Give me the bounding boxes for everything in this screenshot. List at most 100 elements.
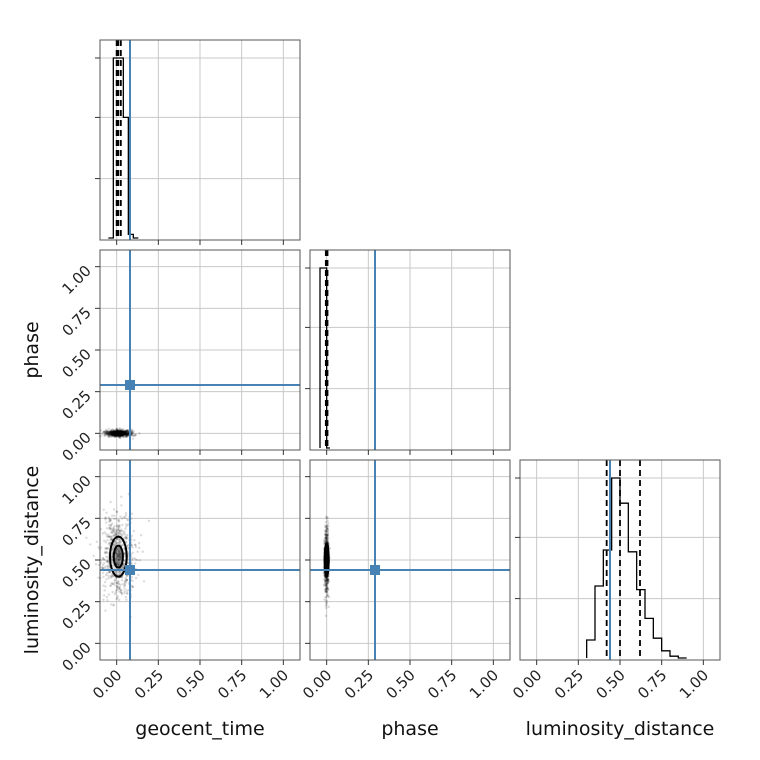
- sample-point: [324, 584, 328, 587]
- sample-point: [116, 432, 119, 435]
- sample-point: [113, 435, 117, 439]
- sample-point: [325, 557, 329, 561]
- x-tick-label: 1.00: [676, 666, 712, 702]
- sample-point: [325, 590, 329, 594]
- sample-point: [134, 576, 138, 580]
- sample-point: [326, 594, 330, 598]
- sample-point: [101, 431, 104, 435]
- sample-point: [114, 571, 117, 574]
- sample-point: [104, 573, 108, 577]
- sample-point: [126, 431, 129, 434]
- sample-point: [106, 432, 110, 435]
- sample-point: [325, 603, 328, 606]
- sample-point: [115, 561, 118, 565]
- sample-point: [326, 530, 329, 533]
- sample-point: [104, 432, 107, 436]
- sample-point: [109, 429, 113, 432]
- sample-point: [324, 530, 328, 533]
- sample-point: [103, 430, 106, 434]
- sample-point: [97, 576, 100, 579]
- sample-point: [141, 550, 144, 553]
- sample-point: [110, 575, 113, 578]
- sample-point: [118, 550, 121, 553]
- sample-point: [125, 435, 129, 439]
- sample-point: [118, 526, 121, 529]
- sample-point: [105, 578, 108, 581]
- sample-point: [326, 582, 329, 586]
- sample-point: [119, 583, 123, 586]
- sample-point: [106, 539, 109, 542]
- sample-point: [106, 432, 109, 435]
- sample-point: [122, 585, 126, 588]
- contour: [323, 549, 330, 571]
- sample-point: [124, 535, 128, 538]
- sample-point: [326, 577, 329, 580]
- sample-point: [101, 571, 105, 575]
- sample-point: [127, 433, 130, 437]
- x-tick-label: 0.00: [89, 666, 125, 702]
- sample-point: [107, 577, 111, 580]
- sample-point: [327, 524, 330, 528]
- sample-point: [325, 524, 328, 528]
- sample-point: [324, 578, 328, 582]
- x-tick-label: 0.75: [634, 666, 670, 702]
- sample-point: [147, 519, 151, 523]
- sample-point: [105, 560, 109, 563]
- sample-point: [107, 431, 110, 434]
- sample-point: [106, 434, 110, 437]
- sample-point: [107, 435, 110, 438]
- sample-point: [103, 531, 106, 534]
- sample-point: [120, 578, 124, 582]
- sample-point: [102, 430, 105, 433]
- sample-point: [118, 431, 121, 435]
- sample-point: [117, 541, 121, 544]
- sample-point: [106, 430, 110, 433]
- sample-point: [134, 433, 137, 437]
- sample-point: [113, 534, 116, 537]
- sample-point: [117, 582, 121, 586]
- sample-point: [106, 434, 109, 437]
- sample-point: [113, 578, 117, 582]
- sample-point: [115, 432, 119, 435]
- sample-point: [113, 592, 117, 596]
- sample-point: [117, 431, 120, 435]
- sample-point: [324, 537, 327, 540]
- sample-point: [104, 541, 108, 544]
- sample-point: [126, 430, 130, 433]
- sample-point: [104, 585, 107, 588]
- sample-point: [108, 435, 111, 438]
- sample-point: [108, 432, 111, 435]
- sample-point: [326, 516, 329, 519]
- sample-point: [123, 559, 126, 563]
- sample-point: [104, 550, 107, 553]
- sample-point: [323, 539, 326, 543]
- sample-point: [119, 556, 123, 560]
- sample-point: [104, 609, 107, 612]
- sample-point: [106, 432, 110, 435]
- sample-point: [326, 537, 329, 540]
- sample-point: [135, 558, 139, 562]
- sample-point: [109, 535, 112, 538]
- sample-point: [328, 547, 332, 550]
- x-tick-label: 0.50: [382, 666, 418, 702]
- sample-point: [324, 532, 327, 535]
- sample-point: [95, 540, 99, 543]
- sample-point: [325, 578, 328, 582]
- sample-point: [325, 582, 329, 586]
- sample-point: [125, 433, 129, 436]
- sample-point: [121, 523, 124, 527]
- sample-point: [123, 530, 126, 533]
- sample-point: [130, 575, 134, 579]
- sample-point: [125, 430, 129, 433]
- sample-point: [118, 558, 121, 561]
- sample-point: [112, 603, 116, 606]
- x-tick-label: 0.75: [424, 666, 460, 702]
- sample-point: [324, 579, 328, 583]
- sample-point: [126, 432, 130, 435]
- sample-point: [324, 604, 327, 607]
- sample-point: [325, 539, 329, 542]
- sample-point: [112, 528, 115, 532]
- sample-point: [325, 557, 328, 560]
- sample-point: [116, 547, 119, 551]
- sample-point: [116, 431, 120, 435]
